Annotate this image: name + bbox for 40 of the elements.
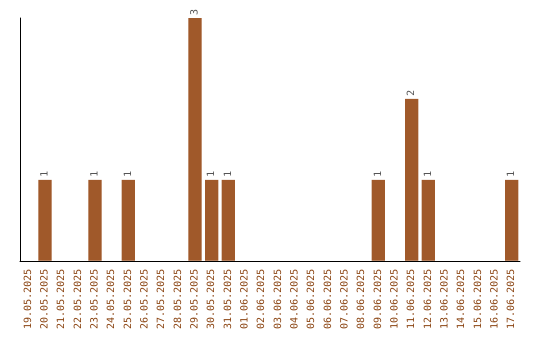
x-tick-label: 12.06.2025 xyxy=(422,268,434,330)
data-label: 1 xyxy=(40,170,50,177)
x-tick-label: 30.05.2025 xyxy=(206,268,218,330)
x-tick-label: 22.05.2025 xyxy=(72,268,84,330)
x-tick-label: 13.06.2025 xyxy=(440,268,450,330)
x-tick-label: 05.06.2025 xyxy=(306,268,318,330)
x-tick-label: 02.06.2025 xyxy=(256,268,268,330)
data-label: 1 xyxy=(422,170,434,177)
x-tick-label: 04.06.2025 xyxy=(290,268,300,330)
data-label: 2 xyxy=(406,90,418,96)
x-tick-label: 17.06.2025 xyxy=(506,268,518,330)
x-tick-label: 25.05.2025 xyxy=(122,268,134,330)
x-tick-label: 10.06.2025 xyxy=(390,268,400,330)
x-tick-label: 16.06.2025 xyxy=(490,268,500,330)
x-tick-label: 29.05.2025 xyxy=(190,268,200,330)
data-label: 1 xyxy=(372,170,384,177)
x-tick-label: 28.05.2025 xyxy=(172,268,184,330)
x-tick-label: 27.05.2025 xyxy=(156,268,168,330)
x-tick-label: 11.06.2025 xyxy=(406,268,418,330)
x-tick-label: 15.06.2025 xyxy=(472,268,484,330)
x-tick-label: 21.05.2025 xyxy=(56,268,68,330)
x-tick-label: 08.06.2025 xyxy=(356,268,368,330)
x-tick-label: 07.06.2025 xyxy=(340,268,350,330)
x-tick-label: 20.05.2025 xyxy=(40,268,50,330)
x-tick-label: 31.05.2025 xyxy=(222,268,234,330)
data-label: 1 xyxy=(506,170,518,177)
x-tick-label: 24.05.2025 xyxy=(106,268,118,330)
x-tick-label: 01.06.2025 xyxy=(240,268,250,330)
x-tick-label: 19.05.2025 xyxy=(22,268,34,330)
data-label: 1 xyxy=(222,170,234,177)
x-tick-label: 14.06.2025 xyxy=(456,268,468,330)
x-tick-label: 26.05.2025 xyxy=(140,268,150,330)
x-tick-label: 09.06.2025 xyxy=(372,268,384,330)
data-label: 1 xyxy=(206,170,218,177)
x-tick-label: 23.05.2025 xyxy=(90,268,100,330)
x-tick-label: 03.06.2025 xyxy=(272,268,284,330)
data-label: 1 xyxy=(122,170,134,177)
data-label: 3 xyxy=(190,8,200,15)
x-tick-label: 06.06.2025 xyxy=(322,268,334,330)
data-label: 1 xyxy=(90,170,100,177)
